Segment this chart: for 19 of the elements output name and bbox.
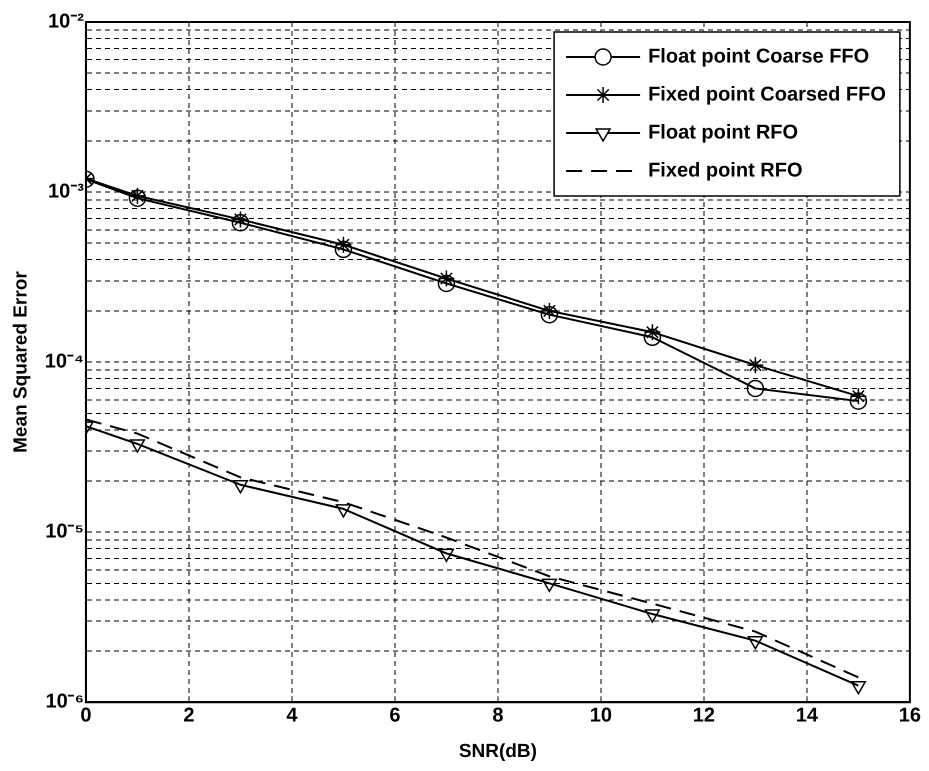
y-tick-label: 10⁻⁵ bbox=[45, 520, 84, 543]
x-tick-label: 8 bbox=[492, 704, 504, 727]
x-tick-label: 4 bbox=[286, 704, 298, 727]
y-tick-label: 10⁻² bbox=[48, 10, 84, 33]
x-tick-label: 10 bbox=[590, 704, 612, 727]
x-tick-label: 6 bbox=[389, 704, 400, 727]
y-tick-label: 10⁻⁴ bbox=[44, 350, 84, 373]
legend-label: Fixed point Coarsed FFO bbox=[648, 84, 886, 106]
legend-label: Float point Coarse FFO bbox=[648, 46, 870, 68]
x-tick-label: 2 bbox=[183, 704, 194, 727]
x-tick-label: 12 bbox=[692, 704, 716, 727]
legend-label: Float point RFO bbox=[648, 122, 798, 144]
x-tick-label: 0 bbox=[80, 704, 92, 727]
legend-label: Fixed point RFO bbox=[648, 160, 803, 182]
y-tick-label: 10⁻³ bbox=[48, 180, 84, 203]
x-tick-label: 14 bbox=[796, 704, 819, 727]
y-axis-title: Mean Squared Error bbox=[10, 270, 32, 453]
x-tick-label: 16 bbox=[898, 704, 921, 727]
x-axis-title: SNR(dB) bbox=[458, 740, 537, 762]
